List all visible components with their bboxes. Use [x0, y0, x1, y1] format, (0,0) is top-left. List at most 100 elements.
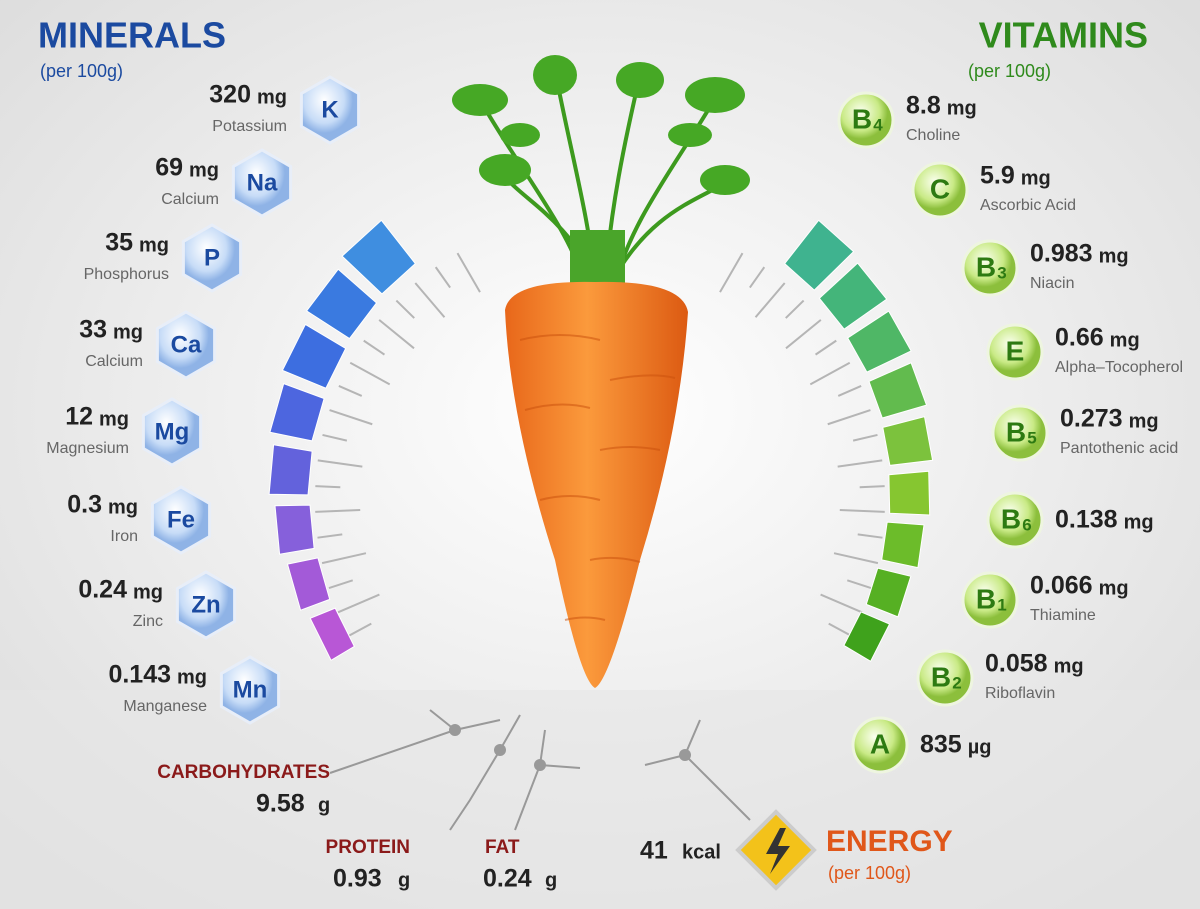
mineral-arc-segment [309, 607, 355, 662]
mineral-arc-segment [281, 323, 347, 389]
vitamin-symbol: E [1006, 335, 1025, 366]
mineral-symbol: Zn [191, 591, 220, 618]
carrot [452, 55, 750, 688]
vitamin-arc-segment [847, 310, 912, 373]
vitamin-arc-segment [888, 470, 931, 516]
vitamin-badge [911, 161, 969, 219]
energy-amount: 41 [640, 837, 668, 865]
decor-tick [348, 622, 372, 637]
vitamin-unit: mg [1124, 511, 1154, 533]
vitamin-amount: 0.138 [1055, 506, 1118, 534]
vitamin-subscript: 1 [997, 595, 1006, 614]
vitamin-badge [851, 716, 909, 774]
vitamin-subscript: 6 [1022, 515, 1031, 534]
vitamins-subtitle: (per 100g) [968, 61, 1051, 81]
decor-tick [827, 409, 871, 426]
mineral-amount: 35 [105, 229, 133, 257]
decor-tick [785, 299, 805, 319]
mineral-symbol: Ca [171, 331, 202, 358]
decor-tick [317, 459, 363, 468]
vitamin-subscript: 2 [952, 673, 961, 692]
mineral-arc-segment [286, 557, 331, 611]
vitamin-symbol: B [931, 661, 951, 692]
mineral-amount: 33 [79, 316, 107, 344]
mineral-unit: mg [108, 496, 138, 518]
minerals-subtitle: (per 100g) [40, 61, 123, 81]
carbohydrates-label: CARBOHYDRATES [157, 762, 330, 783]
vitamin-unit: mg [1099, 577, 1129, 599]
mineral-arc-segment [341, 219, 416, 295]
decor-tick [852, 433, 878, 442]
vitamin-name: Riboflavin [985, 685, 1055, 702]
vitamin-badge [837, 91, 895, 149]
mineral-badge [150, 485, 212, 555]
fat-amount: 0.24 [483, 865, 532, 893]
vitamin-unit: mg [1021, 167, 1051, 189]
mineral-name: Phosphorus [84, 266, 169, 283]
vitamin-amount: 0.066 [1030, 572, 1093, 600]
energy-label: ENERGY [826, 825, 953, 858]
mineral-name: Calcium [85, 353, 143, 370]
vitamin-amount: 0.66 [1055, 324, 1104, 352]
vitamin-amount: 8.8 [906, 92, 941, 120]
decor-tick [839, 509, 885, 513]
vitamin-unit: mg [947, 97, 977, 119]
decor-tick [321, 552, 367, 565]
mineral-unit: mg [113, 321, 143, 343]
decor-tick [820, 593, 863, 614]
vitamin-name: Thiamine [1030, 607, 1096, 624]
mineral-badge [175, 570, 237, 640]
mineral-unit: mg [133, 581, 163, 603]
mineral-symbol: Fe [167, 506, 195, 533]
mineral-name: Potassium [212, 118, 287, 135]
decor-tick [837, 384, 862, 397]
vitamin-badge [986, 491, 1044, 549]
vitamin-arc-segment [868, 362, 928, 419]
carbohydrates-unit: g [318, 794, 330, 816]
vitamin-unit: mg [1099, 245, 1129, 267]
decor-tick [456, 252, 481, 293]
vitamin-name: Pantothenic acid [1060, 440, 1178, 457]
vitamin-amount: 0.058 [985, 650, 1048, 678]
mineral-symbol: Mg [155, 418, 190, 445]
mineral-unit: mg [177, 666, 207, 688]
vitamin-badge [916, 649, 974, 707]
vitamin-amount: 0.983 [1030, 240, 1093, 268]
vitamin-amount: 0.273 [1060, 405, 1123, 433]
decor-tick [395, 299, 415, 319]
decor-tick [719, 252, 744, 293]
vitamin-unit: µg [968, 736, 992, 758]
mineral-name: Manganese [123, 698, 207, 715]
vitamin-arc-segment [784, 219, 855, 291]
mineral-arc-segment [268, 444, 313, 496]
decor-tick [414, 282, 446, 318]
decor-tick [785, 319, 822, 350]
decor-tick [349, 361, 391, 386]
vitamin-badge [961, 239, 1019, 297]
protein-amount: 0.93 [333, 865, 382, 893]
decor-tick [833, 552, 879, 565]
carbohydrates-amount: 9.58 [256, 790, 305, 818]
protein-label: PROTEIN [326, 837, 410, 858]
decor-tick [749, 266, 766, 289]
mineral-amount: 0.24 [78, 576, 127, 604]
mineral-badge [231, 148, 293, 218]
vitamins-title: VITAMINS [979, 15, 1148, 56]
vitamin-symbol: B [976, 251, 996, 282]
mineral-amount: 12 [65, 403, 93, 431]
decor-tick [809, 361, 851, 386]
mineral-symbol: Mn [233, 676, 268, 703]
decor-tick [363, 339, 386, 356]
decor-tick [328, 579, 354, 590]
decor-ticks [315, 252, 885, 637]
vitamin-arc-segment [881, 521, 925, 569]
decor-tick [828, 622, 852, 637]
decor-tick [338, 384, 363, 397]
vitamin-amount: 5.9 [980, 162, 1015, 190]
decor-tick [317, 533, 343, 539]
mineral-unit: mg [257, 86, 287, 108]
mineral-arc-segment [305, 268, 378, 340]
mineral-badge [141, 397, 203, 467]
energy-subtitle: (per 100g) [828, 863, 911, 883]
mineral-unit: mg [139, 234, 169, 256]
